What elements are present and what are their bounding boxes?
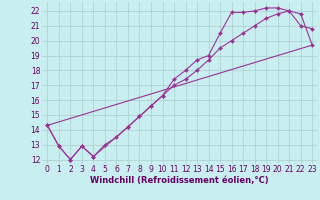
X-axis label: Windchill (Refroidissement éolien,°C): Windchill (Refroidissement éolien,°C)	[90, 176, 268, 185]
